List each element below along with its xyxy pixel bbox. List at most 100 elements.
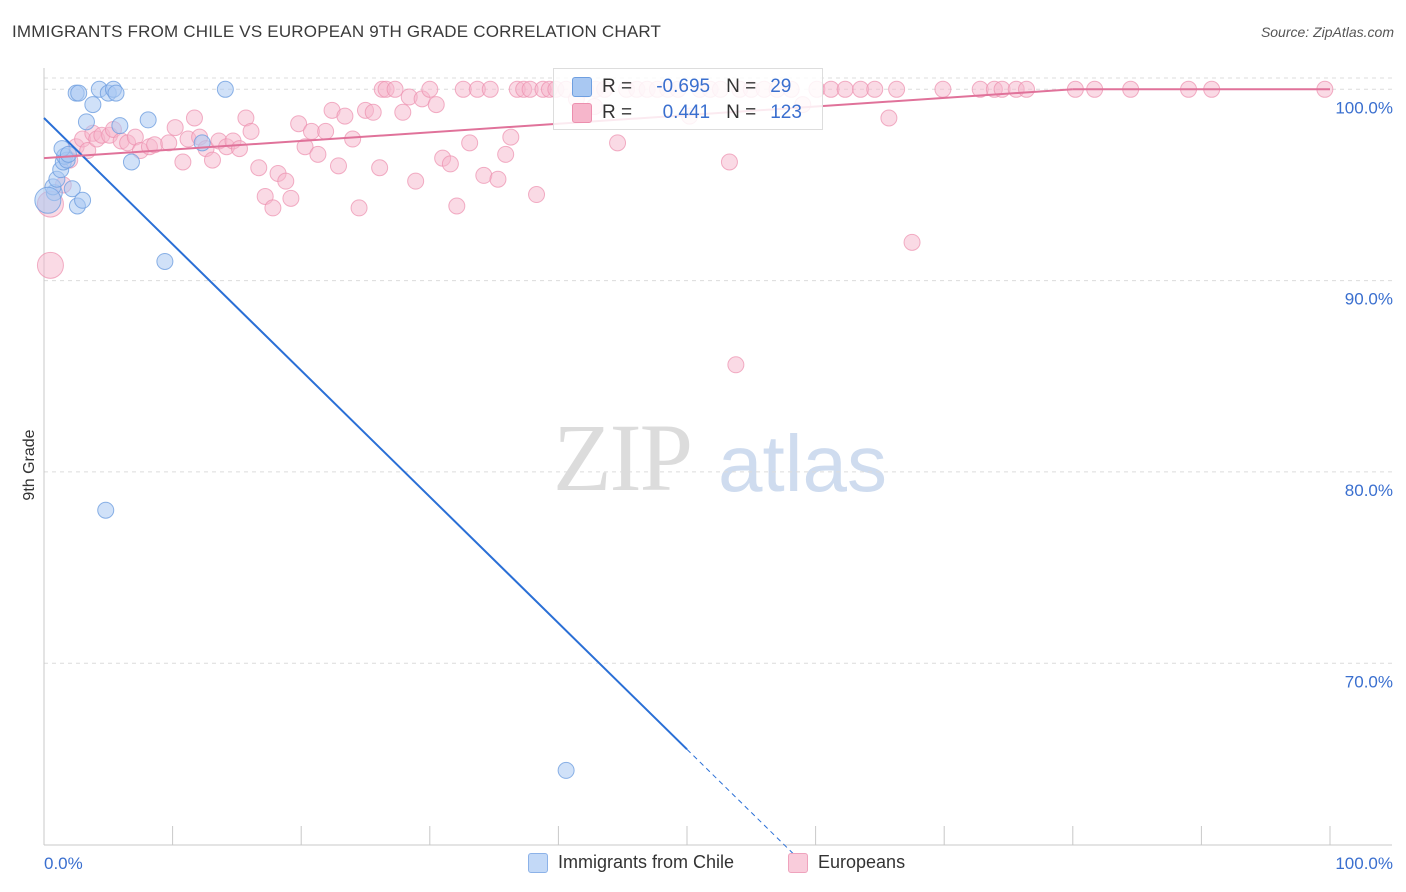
y-tick-label: 90.0% [1345, 290, 1393, 309]
europeans-point [528, 186, 546, 204]
europeans-point [720, 153, 738, 171]
r-value: 0.441 [662, 102, 711, 123]
europeans-point [497, 145, 515, 163]
europeans-point [203, 151, 221, 169]
chile-point [70, 84, 88, 102]
source-label: Source: ZipAtlas.com [1260, 24, 1394, 40]
grid-lines [44, 77, 1392, 664]
europeans-point [489, 170, 507, 188]
europeans-point [282, 189, 300, 207]
y-tick-label: 100.0% [1335, 98, 1393, 117]
chile-swatch [572, 77, 592, 97]
chart-title: IMMIGRANTS FROM CHILE VS EUROPEAN 9TH GR… [12, 22, 662, 41]
europeans-point [386, 80, 404, 98]
europeans-point [880, 109, 898, 127]
europeans-point [336, 107, 354, 125]
europeans-legend-label: Europeans [818, 852, 906, 872]
europeans-point [350, 199, 368, 217]
chile-point [97, 501, 115, 519]
europeans-point [264, 199, 282, 217]
chile-point [74, 191, 92, 209]
chile-point [156, 252, 174, 270]
tick-labels: 100.0% 90.0% 80.0% 70.0% 0.0% 100.0% [44, 98, 1393, 873]
europeans-point [481, 80, 499, 98]
chile-legend-swatch [528, 852, 548, 873]
europeans-point [344, 130, 362, 148]
r-label: R = [602, 76, 633, 97]
europeans-point [230, 140, 248, 158]
axes [43, 68, 1392, 846]
europeans-point [475, 166, 493, 184]
correlation-legend: R = -0.695 N = 29 R = 0.441 N = 123 [553, 68, 823, 130]
europeans-point [296, 138, 314, 156]
chile-point [139, 111, 157, 129]
europeans-point [836, 80, 854, 98]
europeans-point [888, 80, 906, 98]
europeans-point [277, 172, 295, 190]
x-tick-label: 100.0% [1335, 854, 1393, 873]
legend-row-europeans: R = 0.441 N = 123 [572, 101, 802, 125]
europeans-point [185, 109, 203, 127]
europeans-point [166, 119, 184, 137]
europeans-swatch [572, 103, 592, 123]
europeans-point [502, 128, 520, 146]
legend-item-europeans[interactable]: Europeans [788, 852, 905, 873]
europeans-point [727, 356, 745, 374]
europeans-point [421, 80, 439, 98]
y-tick-label: 80.0% [1345, 481, 1393, 500]
europeans-point [1018, 80, 1036, 98]
europeans-point [394, 103, 412, 121]
watermark-atlas: atlas [718, 419, 887, 508]
chile-point [59, 145, 77, 163]
europeans-point [329, 157, 347, 175]
chile-point [216, 80, 234, 98]
legend-row-chile: R = -0.695 N = 29 [572, 75, 791, 99]
chile-point [63, 180, 81, 198]
n-value: 29 [770, 76, 792, 97]
europeans-point [427, 96, 445, 114]
europeans-point [934, 80, 952, 98]
europeans-point [822, 80, 840, 98]
europeans-point [371, 159, 389, 177]
europeans-point [454, 80, 472, 98]
europeans-point [407, 172, 425, 190]
r-value: -0.695 [656, 76, 711, 97]
europeans-point [852, 80, 870, 98]
n-label: N = [726, 76, 757, 97]
chile-legend-label: Immigrants from Chile [558, 852, 735, 872]
europeans-point [609, 134, 627, 152]
chile-point [122, 153, 140, 171]
europeans-point [302, 122, 320, 140]
chile-point [557, 761, 575, 779]
europeans-point [903, 233, 921, 251]
y-tick-label: 70.0% [1345, 672, 1393, 691]
europeans-point [309, 145, 327, 163]
chile-trend-line [43, 117, 688, 751]
r-label: R = [602, 102, 633, 123]
x-tick-label: 0.0% [44, 854, 83, 873]
europeans-point [36, 251, 64, 279]
europeans-point [448, 197, 466, 215]
europeans-point [317, 122, 335, 140]
watermark-zip: ZIP [553, 404, 693, 511]
europeans-point [290, 115, 308, 133]
chile-point [84, 96, 102, 114]
legend-item-chile[interactable]: Immigrants from Chile [528, 852, 734, 873]
chile-point [77, 113, 95, 131]
europeans-point [866, 80, 884, 98]
europeans-legend-swatch [788, 852, 808, 873]
n-value: 123 [770, 102, 802, 123]
europeans-point [441, 155, 459, 173]
europeans-point [160, 134, 178, 152]
chile-point [34, 186, 62, 214]
chile-point [107, 84, 125, 102]
n-label: N = [726, 102, 757, 123]
europeans-point [250, 159, 268, 177]
europeans-point [364, 103, 382, 121]
chile-trend-extension [686, 748, 795, 855]
europeans-point [242, 122, 260, 140]
europeans-point [174, 153, 192, 171]
chile-point [111, 117, 129, 135]
europeans-point [461, 134, 479, 152]
